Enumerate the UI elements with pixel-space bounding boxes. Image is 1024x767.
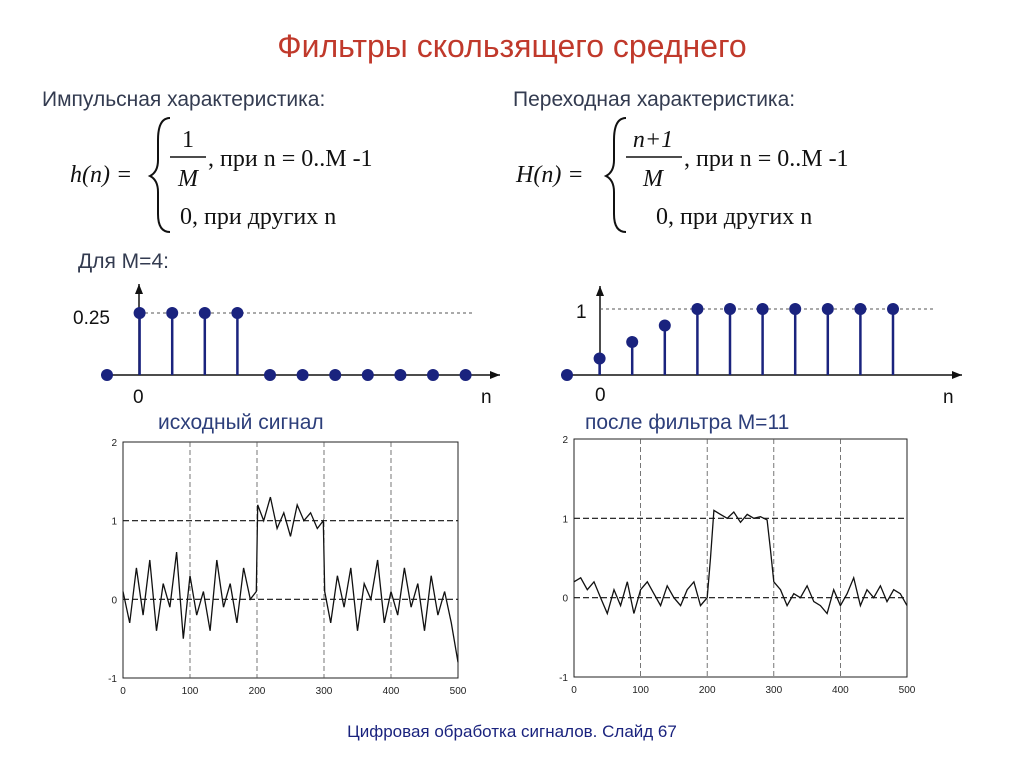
stem-marker (593, 352, 606, 365)
caption-original-signal: исходный сигнал (158, 411, 324, 434)
x-tick-label: 500 (899, 685, 916, 696)
x-tick-label: 100 (632, 685, 649, 696)
plot-frame (122, 441, 459, 679)
stem-marker (133, 307, 146, 319)
step-stem-plot (561, 286, 962, 381)
stem-marker (427, 369, 439, 381)
step-condition: , при n = 0..M -1 (684, 146, 849, 172)
x-tick-label: 300 (316, 686, 333, 697)
stem-marker (101, 369, 113, 381)
stem-marker (789, 303, 802, 315)
stem-marker (821, 303, 834, 315)
stem-marker (264, 369, 276, 381)
x-tick-label: 400 (832, 685, 849, 696)
stem-marker (296, 369, 309, 381)
y-tick-label: 2 (562, 435, 568, 446)
x-tick-label: 200 (699, 685, 716, 696)
step-lhs: H(n) = (515, 162, 584, 188)
footer-text: Цифровая обработка сигналов. Слайд 67 (347, 722, 677, 741)
y-axis-arrow-icon (135, 284, 143, 294)
stem-marker (231, 307, 244, 319)
brace-icon (603, 117, 627, 233)
stem-marker (691, 303, 704, 315)
signal-series-line (573, 509, 908, 616)
y-tick-label: 0 (111, 595, 117, 606)
step-other-case: 0, при других n (656, 204, 812, 230)
stem-marker (724, 303, 736, 315)
signal-series-line (122, 496, 459, 663)
brace-icon (147, 117, 171, 233)
impulse-stem-plot (101, 284, 500, 381)
step-numerator: n+1 (633, 127, 673, 153)
impulse-denominator: M (177, 166, 200, 192)
impulse-other-case: 0, при других n (180, 204, 336, 230)
stem-right-xlabel: n (943, 387, 954, 408)
stem-marker (561, 369, 573, 381)
impulse-response-label: Импульсная характеристика: (42, 88, 326, 111)
y-tick-label: -1 (559, 673, 568, 684)
y-tick-label: 2 (111, 438, 117, 449)
step-formula: H(n) = n+1 M , при n = 0..M -1 0, при др… (515, 117, 849, 233)
x-tick-label: 200 (249, 686, 266, 697)
stem-marker (459, 369, 472, 381)
stem-right-origin: 0 (595, 385, 606, 406)
x-axis-arrow-icon (490, 371, 500, 379)
plot-frame (573, 438, 908, 678)
y-tick-label: 1 (562, 514, 568, 525)
y-tick-label: 1 (111, 517, 117, 528)
step-denominator: M (642, 166, 665, 192)
stem-left-origin: 0 (133, 387, 144, 408)
impulse-lhs: h(n) = (70, 162, 132, 188)
caption-filtered-signal: после фильтра M=11 (585, 411, 790, 434)
stem-marker (887, 303, 899, 315)
x-tick-label: 100 (182, 686, 199, 697)
y-tick-label: 0 (562, 594, 568, 605)
x-tick-label: 0 (120, 686, 126, 697)
stem-marker (198, 307, 211, 319)
impulse-formula: h(n) = 1 M , при n = 0..M -1 0, при друг… (70, 117, 373, 233)
for-m-label: Для M=4: (78, 250, 169, 273)
stem-marker (854, 303, 867, 315)
x-axis-arrow-icon (952, 371, 962, 379)
impulse-numerator: 1 (182, 127, 194, 153)
stem-marker (166, 307, 179, 319)
y-axis-arrow-icon (596, 286, 604, 296)
y-tick-label: -1 (108, 674, 117, 685)
x-tick-label: 0 (571, 685, 577, 696)
x-tick-label: 300 (765, 685, 782, 696)
stem-marker (329, 369, 342, 381)
impulse-condition: , при n = 0..M -1 (208, 146, 373, 172)
stem-marker (756, 303, 769, 315)
stem-marker (394, 369, 407, 381)
stem-marker (361, 369, 374, 381)
stem-left-xlabel: n (481, 387, 492, 408)
stem-marker (626, 336, 639, 348)
x-tick-label: 500 (450, 686, 467, 697)
stem-left-ytick: 0.25 (73, 308, 110, 329)
x-tick-label: 400 (383, 686, 400, 697)
stem-marker (658, 319, 671, 332)
slide-title: Фильтры скользящего среднего (277, 28, 747, 64)
step-response-label: Переходная характеристика: (513, 88, 796, 111)
stem-right-ytick: 1 (576, 302, 587, 323)
